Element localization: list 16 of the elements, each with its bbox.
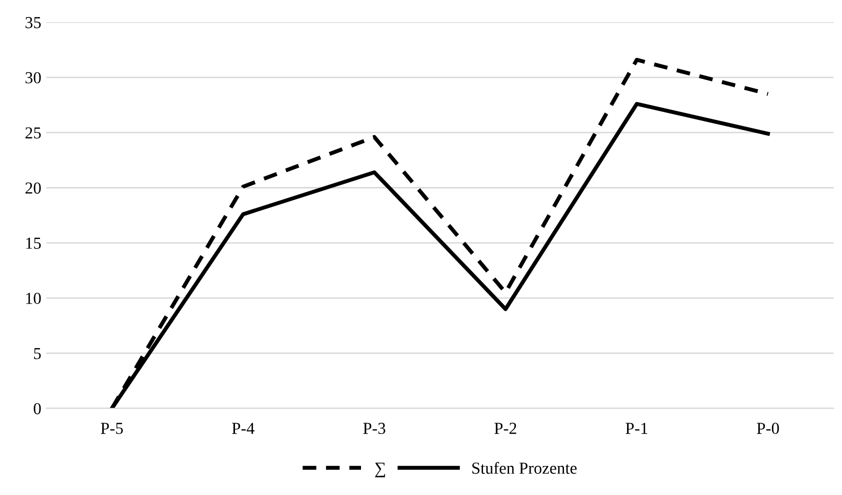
x-tick-label: P-3 xyxy=(363,422,386,434)
legend-label: ∑ xyxy=(375,462,386,478)
x-tick-label: P-5 xyxy=(100,422,123,434)
y-tick-label: 0 xyxy=(34,403,41,414)
y-tick-label: 35 xyxy=(26,17,41,28)
x-tick-label: P-2 xyxy=(494,422,516,434)
y-tick-label: 15 xyxy=(26,238,41,249)
x-tick-label: P-1 xyxy=(626,422,648,434)
y-tick-label: 30 xyxy=(26,72,41,84)
y-tick-label: 5 xyxy=(34,348,41,360)
legend-label: Stufen Prozente xyxy=(472,462,577,474)
x-tick-label: P-4 xyxy=(232,422,254,434)
x-tick-label: P-0 xyxy=(756,422,779,434)
y-tick-label: 10 xyxy=(26,292,41,304)
y-tick-label: 25 xyxy=(26,127,41,139)
y-tick-label: 20 xyxy=(26,182,41,194)
